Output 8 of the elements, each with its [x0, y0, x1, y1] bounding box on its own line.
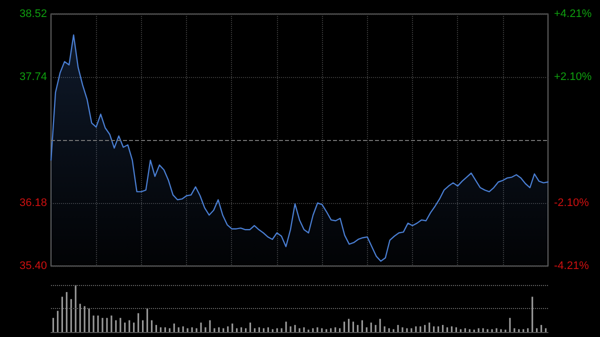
y2-tick-label: +4.21% — [554, 8, 592, 20]
y-tick-label: 36.18 — [19, 197, 47, 209]
y-tick-label: 35.40 — [19, 260, 47, 272]
y2-tick-label: +2.10% — [554, 71, 592, 84]
y-tick-label: 37.74 — [19, 71, 47, 83]
y2-tick-label: -4.21% — [554, 260, 590, 272]
y-tick-label: 38.52 — [19, 8, 47, 20]
y2-tick-label: -2.10% — [554, 196, 590, 209]
